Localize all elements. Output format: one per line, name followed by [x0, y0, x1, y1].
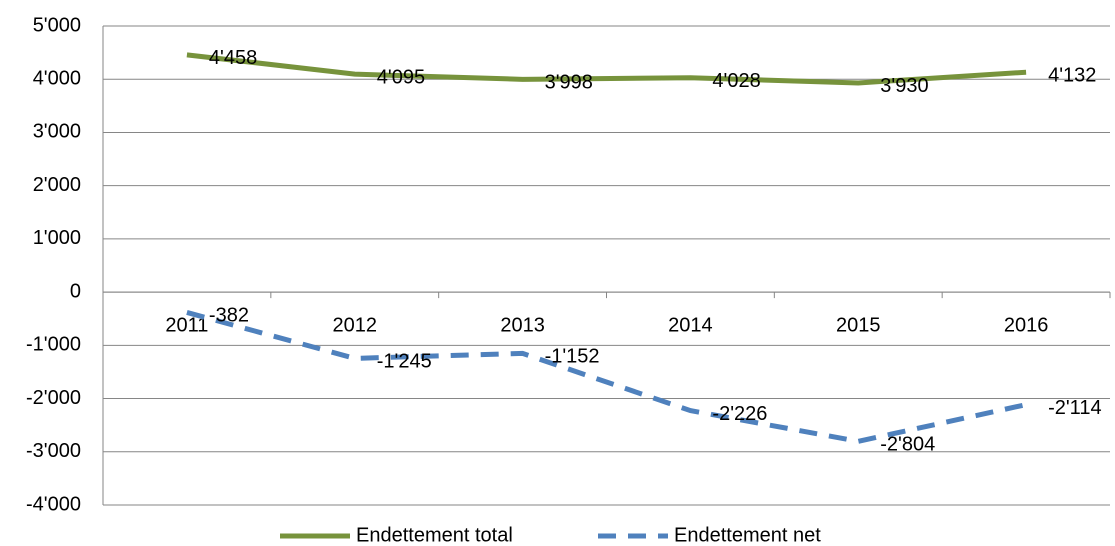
y-tick-label: 0: [70, 280, 81, 302]
x-tick-label: 2014: [668, 314, 713, 336]
x-tick-label: 2016: [1004, 314, 1049, 336]
y-tick-label: 5'000: [33, 14, 81, 36]
legend-label: Endettement total: [356, 524, 513, 546]
y-tick-label: 1'000: [33, 227, 81, 249]
data-label: 3'998: [545, 72, 593, 94]
data-label: 4'095: [377, 66, 425, 88]
data-label: 3'930: [880, 75, 928, 97]
data-label: -1'152: [545, 346, 600, 368]
data-label: -2'114: [1048, 397, 1102, 419]
series-line: [186, 310, 1027, 444]
y-tick-label: 2'000: [33, 174, 81, 196]
data-label: 4'028: [712, 70, 760, 92]
data-label: -1'245: [377, 351, 432, 373]
legend-label: Endettement net: [674, 524, 821, 546]
data-label: 4'132: [1048, 64, 1096, 86]
series-line: [186, 52, 1027, 86]
y-tick-label: -2'000: [26, 387, 81, 409]
y-tick-label: 3'000: [33, 121, 81, 143]
x-tick-label: 2012: [333, 314, 378, 336]
data-label: -2'226: [712, 403, 767, 425]
data-label: -2'804: [880, 434, 935, 456]
x-tick-label: 2015: [836, 314, 881, 336]
data-label: -382: [209, 305, 249, 327]
y-tick-label: -4'000: [26, 493, 81, 515]
y-tick-label: -3'000: [26, 440, 81, 462]
data-label: 4'458: [209, 47, 257, 69]
y-tick-label: 4'000: [33, 68, 81, 90]
x-tick-label: 2013: [500, 314, 545, 336]
y-tick-label: -1'000: [26, 334, 81, 356]
x-tick-label: 2011: [165, 314, 208, 336]
